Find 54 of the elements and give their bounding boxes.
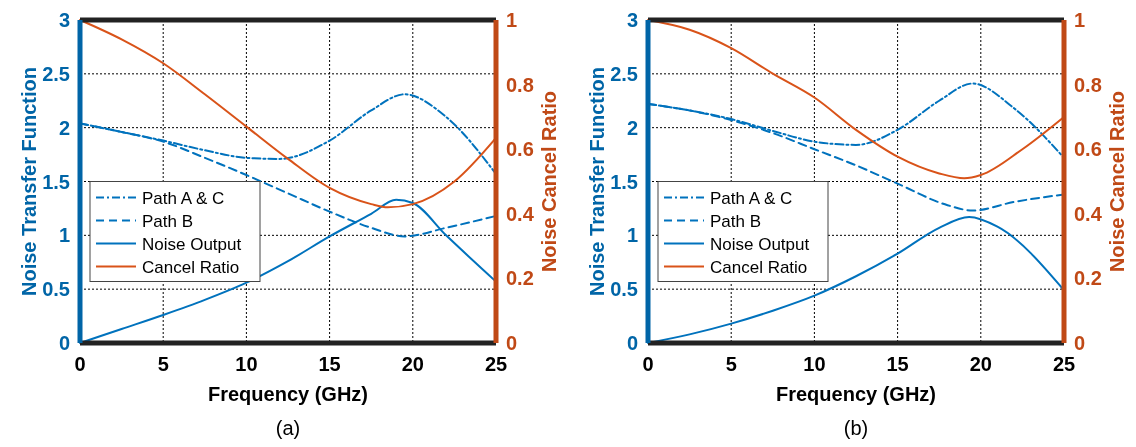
y2-tick-label: 0.4	[506, 202, 535, 225]
y-tick-label: 1.5	[610, 170, 638, 193]
y-tick-label: 3	[58, 9, 70, 31]
y-tick-label: 2	[58, 116, 70, 139]
text: (a)	[275, 417, 301, 439]
x-tick-label: 25	[1052, 353, 1076, 375]
legend-label: Path B	[710, 211, 762, 231]
x-tick-label: 10	[803, 353, 826, 375]
y2-tick-label: 0.8	[1074, 73, 1102, 96]
y-axis-title: Noise Transfer Function	[586, 67, 608, 296]
x-tick-label: 20	[401, 353, 424, 375]
y2-tick-label: 0.2	[506, 267, 534, 290]
y2-tick-label: 1	[1074, 9, 1086, 31]
y2-tick-label: 1	[506, 9, 518, 31]
x-tick-label: 10	[235, 353, 258, 375]
legend-label: Cancel Ratio	[710, 257, 808, 277]
x-tick-label: 15	[318, 353, 341, 375]
y-tick-label: 0.5	[42, 278, 70, 301]
x-axis-title: Frequency (GHz)	[775, 383, 937, 405]
y-tick-label: 0.5	[610, 278, 638, 301]
y2-tick-label: 0	[1074, 332, 1086, 354]
x-axis-title: Frequency (GHz)	[207, 383, 369, 405]
y-tick-label: 0	[626, 332, 638, 354]
y2-axis-title: Noise Cancel Ratio	[538, 90, 560, 273]
y2-axis-title: Noise Cancel Ratio	[1106, 90, 1128, 273]
y2-tick-label: 0.4	[1074, 202, 1103, 225]
legend-label: Noise Output	[710, 234, 810, 254]
x-tick-label: 0	[642, 353, 654, 375]
legend-label: Path A & C	[142, 188, 225, 208]
legend-label: Path A & C	[710, 188, 793, 208]
x-tick-label: 15	[886, 353, 909, 375]
y-tick-label: 1.5	[42, 170, 70, 193]
x-tick-label: 20	[969, 353, 992, 375]
text: (b)	[843, 417, 869, 439]
y2-tick-label: 0.8	[506, 73, 534, 96]
legend-label: Cancel Ratio	[142, 257, 240, 277]
y-tick-label: 2.5	[42, 62, 70, 85]
y-tick-label: 1	[626, 224, 638, 247]
x-tick-label: 5	[157, 353, 169, 375]
legend-label: Path B	[142, 211, 194, 231]
y2-tick-label: 0	[506, 332, 518, 354]
y2-tick-label: 0.2	[1074, 267, 1102, 290]
x-tick-label: 25	[484, 353, 508, 375]
y-tick-label: 1	[58, 224, 70, 247]
y2-tick-label: 0.6	[506, 138, 534, 161]
y-axis-title: Noise Transfer Function	[18, 67, 40, 296]
legend-label: Noise Output	[142, 234, 242, 254]
x-tick-label: 0	[74, 353, 86, 375]
x-tick-label: 5	[725, 353, 737, 375]
y-tick-label: 3	[626, 9, 638, 31]
y-tick-label: 2.5	[610, 62, 638, 85]
y-tick-label: 0	[58, 332, 70, 354]
y-tick-label: 2	[626, 116, 638, 139]
y2-tick-label: 0.6	[1074, 138, 1102, 161]
